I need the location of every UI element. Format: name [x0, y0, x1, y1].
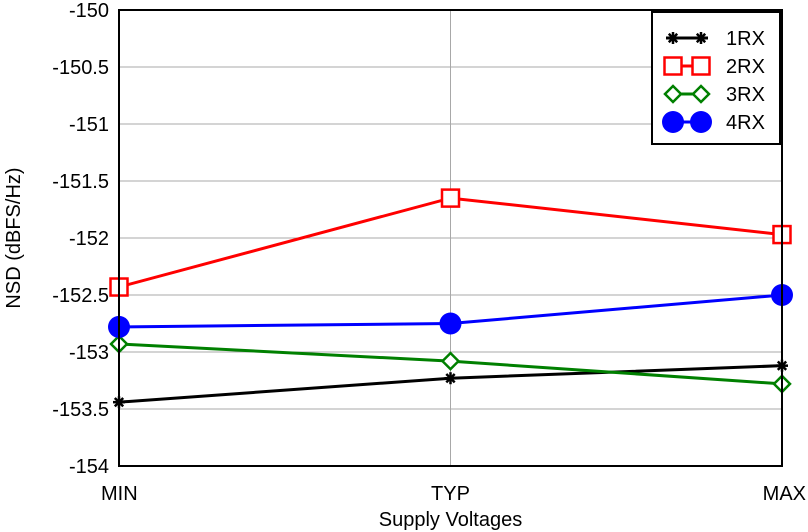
y-tick-label: -152 — [69, 228, 109, 250]
x-tick-label: TYP — [431, 483, 470, 505]
data-point-4rx — [439, 312, 462, 335]
y-tick-label: -151.5 — [52, 171, 109, 193]
y-tick-label: -150 — [69, 0, 109, 22]
legend-label: 2RX — [726, 56, 765, 78]
y-tick-label: -150.5 — [52, 57, 109, 79]
legend-marker — [662, 111, 684, 133]
x-tick-labels: MIN TYP MAX — [101, 483, 806, 505]
plot-area-frame — [118, 9, 783, 467]
y-tick-label: -153.5 — [52, 399, 109, 421]
data-point-1rx — [444, 372, 457, 385]
y-tick-labels: -150 -150.5 -151 -151.5 -152 -152.5 -153 -153.5… — [52, 0, 109, 478]
legend-marker — [690, 111, 712, 133]
x-tick-label: MAX — [763, 483, 806, 505]
data-point-3rx — [440, 351, 461, 371]
legend-entry-2rx: 2RX — [663, 56, 765, 78]
x-axis-label: Supply Voltages — [379, 509, 522, 531]
legend-marker — [695, 32, 707, 44]
y-tick-label: -152.5 — [52, 285, 109, 307]
legend-entry-1rx: 1RX — [666, 28, 765, 50]
y-tick-label: -153 — [69, 342, 109, 364]
y-tick-label: -151 — [69, 114, 109, 136]
legend-label: 3RX — [726, 84, 765, 106]
legend-marker — [691, 56, 711, 76]
series-markers — [108, 188, 793, 409]
legend-label: 1RX — [726, 28, 765, 50]
legend-entry-3rx: 3RX — [663, 84, 765, 106]
y-tick-label: -154 — [69, 456, 109, 478]
legend-marker — [663, 84, 683, 104]
legend-marker — [691, 84, 711, 104]
x-tick-label: MIN — [101, 483, 138, 505]
data-point-2rx — [440, 188, 461, 208]
y-axis-label: NSD (dBFS/Hz) — [3, 167, 25, 308]
legend-label: 4RX — [726, 112, 765, 134]
legend: 1RX 2RX 3RX 4RX — [651, 11, 781, 145]
legend-marker — [667, 32, 679, 44]
legend-marker — [663, 56, 683, 76]
legend-entry-4rx: 4RX — [662, 111, 765, 134]
